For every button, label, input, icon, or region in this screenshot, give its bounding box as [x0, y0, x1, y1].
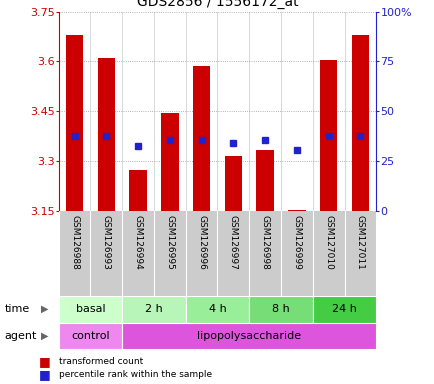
Bar	[224, 156, 242, 211]
Bar	[129, 170, 147, 211]
Text: GSM126993: GSM126993	[102, 215, 111, 270]
Bar	[192, 66, 210, 211]
Text: percentile rank within the sample: percentile rank within the sample	[59, 370, 211, 379]
Bar	[122, 296, 185, 323]
Text: time: time	[4, 304, 30, 314]
Bar	[161, 113, 178, 211]
Text: control: control	[71, 331, 109, 341]
Bar	[312, 296, 375, 323]
Bar	[185, 296, 249, 323]
Text: basal: basal	[76, 304, 105, 314]
Bar	[66, 35, 83, 211]
Bar	[59, 296, 122, 323]
Text: GSM126997: GSM126997	[228, 215, 237, 270]
Text: transformed count: transformed count	[59, 357, 143, 366]
Bar	[59, 323, 122, 349]
Text: GSM126999: GSM126999	[292, 215, 301, 270]
Text: GSM126996: GSM126996	[197, 215, 206, 270]
Text: GSM127011: GSM127011	[355, 215, 364, 270]
Text: agent: agent	[4, 331, 36, 341]
Text: GSM127010: GSM127010	[323, 215, 332, 270]
Text: 8 h: 8 h	[272, 304, 289, 314]
Text: 2 h: 2 h	[145, 304, 162, 314]
Text: 4 h: 4 h	[208, 304, 226, 314]
Text: ▶: ▶	[41, 331, 49, 341]
Text: GSM126995: GSM126995	[165, 215, 174, 270]
Text: ▶: ▶	[41, 304, 49, 314]
Text: GSM126988: GSM126988	[70, 215, 79, 270]
Bar	[319, 60, 337, 211]
Bar	[122, 323, 375, 349]
Text: lipopolysaccharide: lipopolysaccharide	[197, 331, 301, 341]
Text: GSM126998: GSM126998	[260, 215, 269, 270]
Bar	[256, 150, 273, 211]
Bar	[249, 296, 312, 323]
Bar	[351, 35, 368, 211]
Text: ■: ■	[39, 368, 51, 381]
Title: GDS2856 / 1556172_at: GDS2856 / 1556172_at	[136, 0, 298, 9]
Text: GSM126994: GSM126994	[133, 215, 142, 270]
Bar	[287, 210, 305, 211]
Text: ■: ■	[39, 355, 51, 368]
Bar	[97, 58, 115, 211]
Text: 24 h: 24 h	[331, 304, 356, 314]
